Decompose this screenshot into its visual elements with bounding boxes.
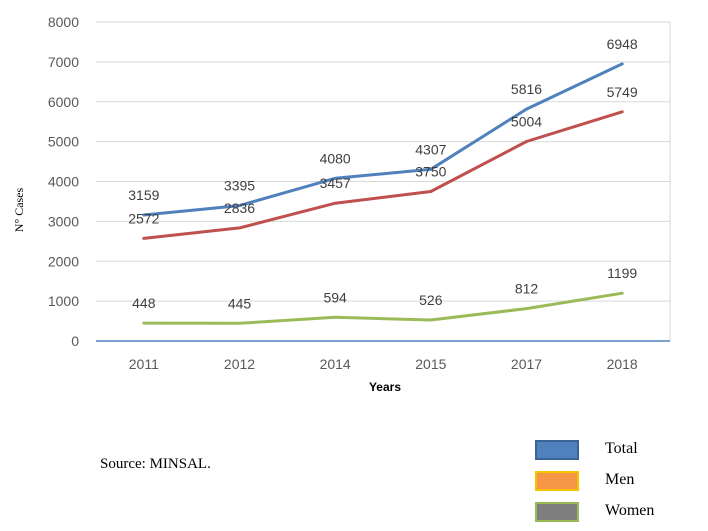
legend-swatch-men: [535, 471, 579, 491]
x-axis-ticks: 2011 2012 2014 2015 2017 2018: [129, 356, 638, 372]
data-label-total-2017: 5816: [511, 81, 542, 97]
data-label-total-2018: 6948: [607, 36, 638, 52]
y-axis-title: N° Cases: [12, 187, 26, 232]
y-tick-label-8000: 8000: [48, 14, 79, 30]
data-label-women-2018: 1199: [607, 265, 637, 281]
y-tick-label-2000: 2000: [48, 253, 79, 269]
legend-label-women: Women: [605, 502, 655, 519]
y-tick-label-7000: 7000: [48, 54, 79, 70]
data-label-women-2011: 448: [132, 295, 156, 311]
data-label-total-2015: 4307: [415, 141, 446, 157]
series-line-men: [142, 110, 624, 240]
x-tick-label-2012: 2012: [224, 356, 255, 372]
data-label-total-2012: 3395: [224, 178, 255, 194]
y-tick-label-5000: 5000: [48, 134, 79, 150]
data-label-women-2017: 812: [515, 281, 539, 297]
x-tick-label-2015: 2015: [415, 356, 446, 372]
data-label-women-2014: 594: [323, 289, 347, 305]
data-label-men-2017: 5004: [511, 113, 542, 129]
data-label-women-2012: 445: [228, 295, 252, 311]
data-label-men-2011: 2572: [128, 210, 159, 226]
y-tick-label-6000: 6000: [48, 94, 79, 110]
y-tick-label-1000: 1000: [48, 293, 79, 309]
y-axis-ticks: 0 1000 2000 3000 4000 5000 6000 7000 8000: [48, 14, 79, 349]
y-tick-label-4000: 4000: [48, 174, 79, 190]
x-tick-label-2017: 2017: [511, 356, 542, 372]
gridlines: [96, 21, 671, 342]
data-label-men-2018: 5749: [607, 84, 638, 100]
x-tick-label-2018: 2018: [607, 356, 638, 372]
x-axis-title: Years: [369, 380, 401, 394]
data-label-total-2011: 3159: [128, 187, 159, 203]
legend-swatch-women: [535, 502, 579, 522]
data-labels: 3159 3395 4080 4307 5816 6948 2572 2836 3457 3750…: [128, 36, 638, 311]
data-label-total-2014: 4080: [320, 150, 351, 166]
legend-swatch-total: [535, 440, 579, 460]
x-tick-label-2014: 2014: [320, 356, 351, 372]
y-tick-label-3000: 3000: [48, 213, 79, 229]
data-label-men-2012: 2836: [224, 200, 255, 216]
data-label-men-2015: 3750: [415, 163, 446, 179]
data-label-men-2014: 3457: [320, 175, 351, 191]
series-line-women: [142, 291, 624, 325]
source-note: Source: MINSAL.: [100, 456, 211, 472]
legend-label-men: Men: [605, 471, 635, 488]
series-line-total: [142, 62, 624, 217]
legend-label-total: Total: [605, 440, 638, 457]
data-label-women-2015: 526: [419, 292, 443, 308]
series-lines: [142, 62, 624, 325]
x-tick-label-2011: 2011: [129, 356, 159, 372]
y-tick-label-0: 0: [71, 333, 79, 349]
